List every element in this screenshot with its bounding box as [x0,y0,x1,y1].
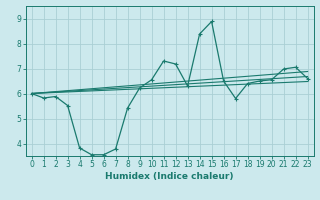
X-axis label: Humidex (Indice chaleur): Humidex (Indice chaleur) [105,172,234,181]
